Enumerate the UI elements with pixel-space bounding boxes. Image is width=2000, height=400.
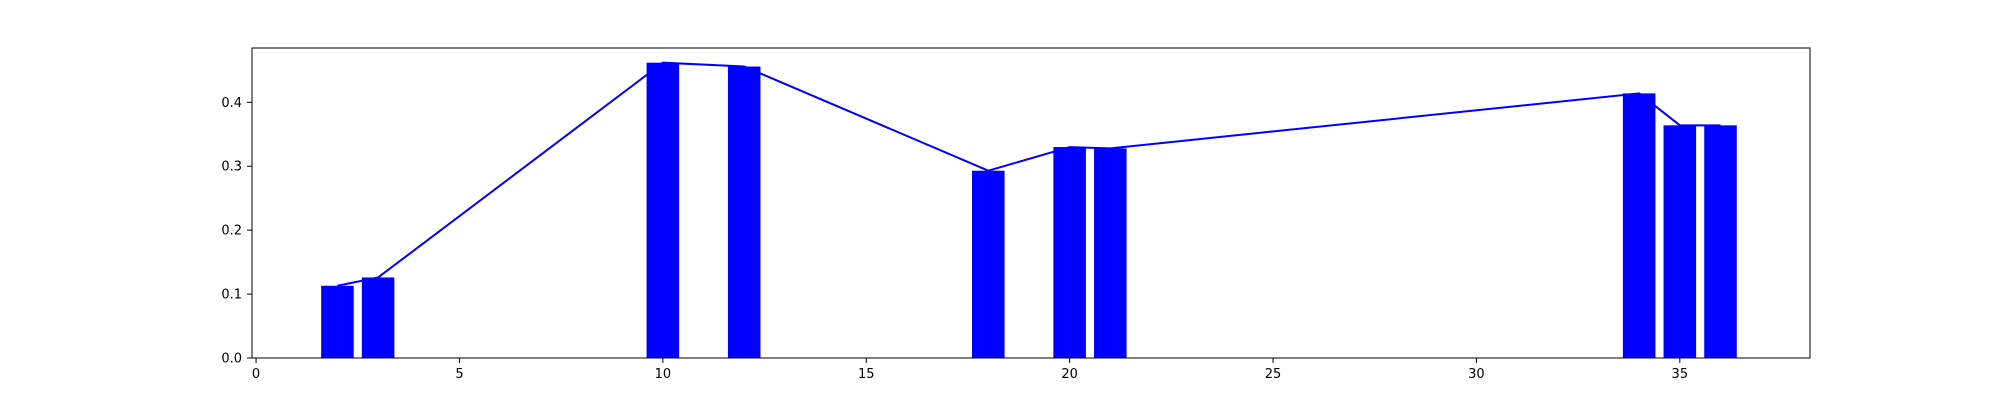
y-tick-label: 0.4 (221, 96, 242, 111)
bar-2 (646, 62, 680, 359)
x-tick-label: 20 (1061, 367, 1078, 382)
x-tick-label: 0 (252, 367, 260, 382)
bar-3 (727, 66, 761, 359)
x-tick-label: 35 (1672, 367, 1689, 382)
series-line (337, 61, 1721, 287)
plot-frame (251, 47, 1811, 359)
y-tick-label: 0.1 (221, 288, 242, 303)
x-tick-label: 5 (455, 367, 463, 382)
bar-8 (1663, 125, 1697, 358)
axes: 0 5 10 15 20 25 30 35 0.0 0.1 0.2 0.3 0.4 (221, 47, 1811, 382)
x-tick-label: 25 (1265, 367, 1282, 382)
bar-5 (1053, 147, 1086, 358)
bar-6 (1094, 148, 1127, 358)
bar-0 (321, 285, 354, 358)
y-tick-label: 0.2 (221, 224, 242, 239)
x-tick-label: 30 (1468, 367, 1485, 382)
bar-1 (361, 277, 395, 358)
bar-4 (972, 170, 1005, 358)
bar-7 (1622, 93, 1656, 359)
y-tick-label: 0.3 (221, 160, 242, 175)
x-tick-label: 10 (655, 367, 672, 382)
bar-9 (1704, 125, 1737, 358)
x-tick-label: 15 (858, 367, 875, 382)
bars-group (321, 62, 1737, 359)
y-tick-label: 0.0 (221, 352, 242, 367)
